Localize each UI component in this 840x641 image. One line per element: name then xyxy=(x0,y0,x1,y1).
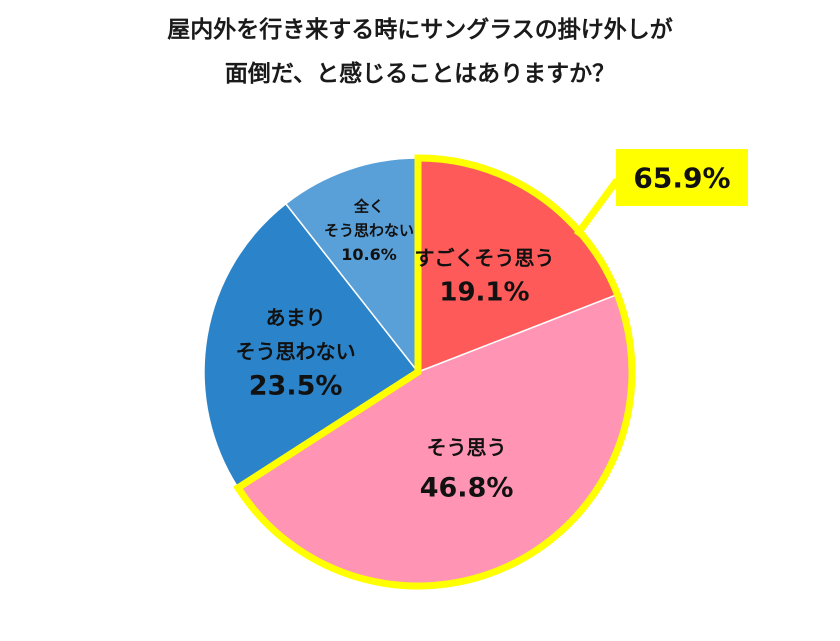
title-line-2: 面倒だ、と感じることはありますか？ xyxy=(224,61,616,87)
slice-labels: すごくそう思う19.1%そう思う46.8%あまりそう思わない23.5%全くそう思… xyxy=(236,198,555,504)
slice-label-3-line-2: そう思わない xyxy=(236,339,356,363)
slice-value-3: 23.5% xyxy=(249,371,343,402)
title-line-1: 屋内外を行き来する時にサングラスの掛け外しが xyxy=(167,17,673,43)
callout-box xyxy=(616,149,748,206)
chart-title: 屋内外を行き来する時にサングラスの掛け外しが 面倒だ、と感じることはありますか？ xyxy=(0,8,840,96)
slice-label-3-line-1: あまり xyxy=(266,305,326,329)
callout-leader-line xyxy=(573,178,620,238)
slice-value-2: 46.8% xyxy=(420,472,514,503)
slice-label-4-line-1: 全く xyxy=(353,198,384,216)
pie-slice-4 xyxy=(284,157,419,375)
highlight-group xyxy=(233,154,636,590)
slice-label-2-line-1: そう思う xyxy=(427,435,507,459)
slice-value-1: 19.1% xyxy=(439,278,529,308)
slice-label-4-line-2: そう思わない xyxy=(324,222,414,240)
highlight-outline xyxy=(233,154,636,590)
pie-slice-3 xyxy=(203,202,420,489)
slice-value-4: 10.6% xyxy=(341,245,397,264)
slice-label-1-line-1: すごくそう思う xyxy=(414,246,554,270)
callout-value: 65.9% xyxy=(633,162,730,195)
callout: 65.9% xyxy=(573,149,748,238)
pie-slices xyxy=(203,157,633,587)
